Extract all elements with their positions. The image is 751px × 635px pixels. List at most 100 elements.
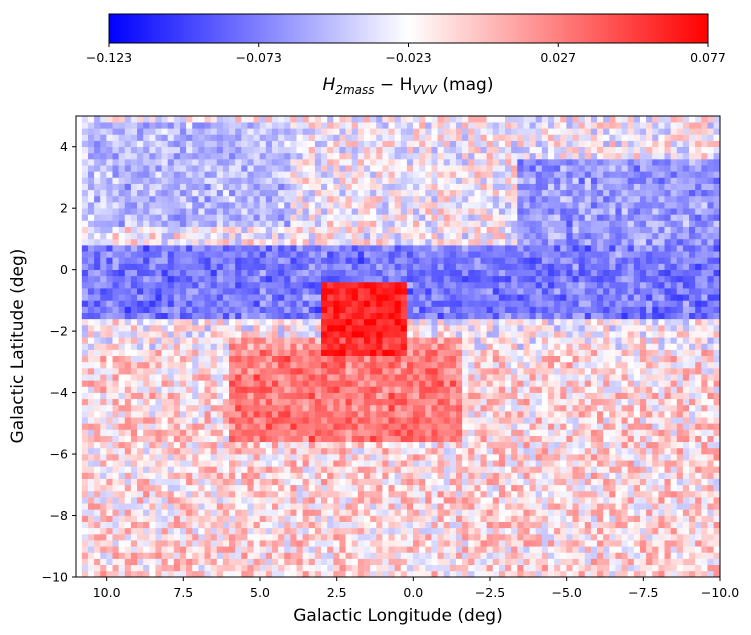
heatmap-cell — [278, 490, 285, 498]
heatmap-cell — [296, 533, 304, 541]
heatmap-cell — [529, 484, 537, 492]
heatmap-cell — [597, 398, 604, 406]
heatmap-cell — [437, 287, 445, 295]
heatmap-cell — [535, 416, 543, 424]
heatmap-cell — [676, 447, 684, 455]
heatmap-cell — [179, 392, 187, 400]
heatmap-cell — [597, 552, 604, 559]
heatmap-cell — [523, 558, 531, 566]
heatmap-cell — [278, 459, 285, 467]
heatmap-cell — [603, 281, 610, 289]
heatmap-cell — [652, 416, 659, 424]
heatmap-cell — [370, 447, 377, 455]
heatmap-cell — [523, 312, 531, 320]
heatmap-cell — [118, 343, 126, 350]
heatmap-cell — [621, 527, 629, 535]
heatmap-cell — [639, 496, 647, 504]
heatmap-cell — [578, 312, 586, 320]
heatmap-cell — [241, 570, 249, 577]
heatmap-cell — [302, 293, 310, 301]
heatmap-cell — [118, 527, 126, 535]
heatmap-cell — [707, 447, 715, 455]
heatmap-cell — [474, 355, 482, 363]
heatmap-cell — [419, 466, 426, 473]
heatmap-cell — [419, 336, 426, 344]
heatmap-cell — [265, 287, 273, 295]
heatmap-cell — [652, 441, 659, 449]
heatmap-cell — [566, 416, 574, 424]
heatmap-cell — [394, 453, 402, 461]
heatmap-cell — [216, 472, 224, 479]
heatmap-cell — [664, 490, 672, 498]
heatmap-cell — [198, 552, 206, 559]
heatmap-cell — [143, 343, 150, 350]
heatmap-cell — [186, 429, 193, 436]
heatmap-cell — [523, 490, 531, 498]
heatmap-cell — [118, 373, 126, 381]
heatmap-cell — [615, 496, 623, 504]
heatmap-cell — [394, 570, 402, 577]
heatmap-cell — [425, 373, 433, 381]
heatmap-cell — [321, 312, 328, 320]
heatmap-cell — [535, 423, 543, 430]
heatmap-cell — [615, 324, 623, 332]
heatmap-cell — [339, 539, 347, 547]
heatmap-cell — [455, 367, 463, 375]
heatmap-cell — [547, 429, 555, 436]
heatmap-cell — [357, 355, 365, 363]
heatmap-cell — [118, 545, 126, 553]
heatmap-cell — [186, 318, 193, 326]
heatmap-cell — [670, 490, 678, 498]
heatmap-cell — [419, 392, 426, 400]
heatmap-cell — [271, 447, 279, 455]
heatmap-cell — [547, 398, 555, 406]
heatmap-cell — [186, 490, 193, 498]
heatmap-cell — [394, 509, 402, 516]
heatmap-cell — [87, 343, 95, 350]
heatmap-cell — [357, 484, 365, 492]
heatmap-cell — [321, 527, 328, 535]
heatmap-cell — [443, 496, 451, 504]
heatmap-cell — [431, 527, 439, 535]
heatmap-cell — [560, 564, 567, 572]
heatmap-cell — [167, 293, 175, 301]
heatmap-cell — [259, 404, 267, 412]
heatmap-cell — [235, 380, 242, 387]
heatmap-cell — [161, 509, 169, 516]
heatmap-cell — [676, 306, 684, 313]
heatmap-cell — [603, 293, 610, 301]
heatmap-cell — [658, 312, 666, 320]
heatmap-cell — [382, 527, 390, 535]
heatmap-cell — [229, 367, 236, 375]
heatmap-cell — [161, 343, 169, 350]
heatmap-cell — [370, 361, 377, 369]
heatmap-cell — [106, 441, 114, 449]
heatmap-cell — [554, 453, 561, 461]
heatmap-cell — [308, 336, 316, 344]
heatmap-cell — [229, 398, 236, 406]
heatmap-cell — [106, 435, 114, 443]
heatmap-cell — [597, 472, 604, 479]
heatmap-cell — [137, 447, 144, 455]
heatmap-cell — [394, 459, 402, 467]
heatmap-cell — [498, 441, 506, 449]
heatmap-cell — [689, 306, 696, 313]
heatmap-cell — [449, 478, 457, 486]
heatmap-cell — [112, 343, 120, 350]
heatmap-cell — [308, 429, 316, 436]
heatmap-cell — [394, 398, 402, 406]
heatmap-cell — [701, 527, 709, 535]
heatmap-cell — [535, 324, 543, 332]
heatmap-cell — [87, 447, 95, 455]
heatmap-cell — [376, 435, 383, 443]
heatmap-cell — [695, 367, 702, 375]
heatmap-cell — [627, 380, 635, 387]
heatmap-cell — [198, 349, 206, 357]
heatmap-cell — [505, 453, 512, 461]
heatmap-cell — [314, 564, 322, 572]
heatmap-cell — [314, 306, 322, 313]
heatmap-cell — [455, 472, 463, 479]
heatmap-cell — [572, 447, 580, 455]
heatmap-cell — [554, 429, 561, 436]
heatmap-cell — [290, 552, 298, 559]
